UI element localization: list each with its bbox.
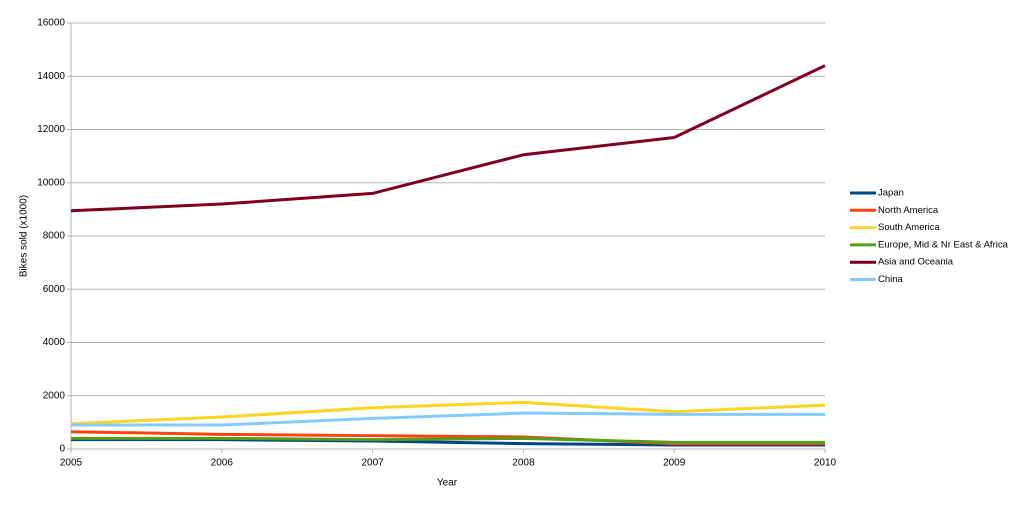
x-tick-label: 2005 (60, 458, 83, 469)
y-tick-label: 14000 (37, 71, 65, 82)
x-tick-label: 2009 (663, 458, 686, 469)
x-tick-label: 2010 (814, 458, 837, 469)
series-line (70, 400, 826, 426)
series-line (71, 411, 825, 427)
x-tick-label: 2007 (361, 458, 384, 469)
x-axis-label: Year (437, 478, 458, 489)
y-axis-label: Bikes sold (x1000) (19, 195, 30, 277)
y-tick-label: 0 (59, 444, 65, 455)
series-line (71, 436, 825, 444)
legend-label: North America (878, 205, 939, 216)
series-line (70, 64, 826, 213)
x-tick-label: 2008 (512, 458, 535, 469)
legend-label: Asia and Oceania (878, 257, 954, 268)
y-tick-label: 2000 (43, 390, 66, 401)
y-tick-label: 12000 (37, 124, 65, 135)
y-tick-label: 16000 (37, 18, 65, 29)
legend-label: China (878, 274, 904, 285)
legend-label: Japan (878, 188, 904, 199)
y-tick-label: 8000 (43, 231, 66, 242)
y-tick-label: 4000 (43, 337, 66, 348)
y-tick-label: 10000 (37, 177, 65, 188)
legend-label: South America (878, 222, 940, 233)
x-tick-label: 2006 (211, 458, 234, 469)
y-tick-label: 6000 (43, 284, 66, 295)
legend-label: Europe, Mid & Nr East & Africa (878, 239, 1009, 250)
